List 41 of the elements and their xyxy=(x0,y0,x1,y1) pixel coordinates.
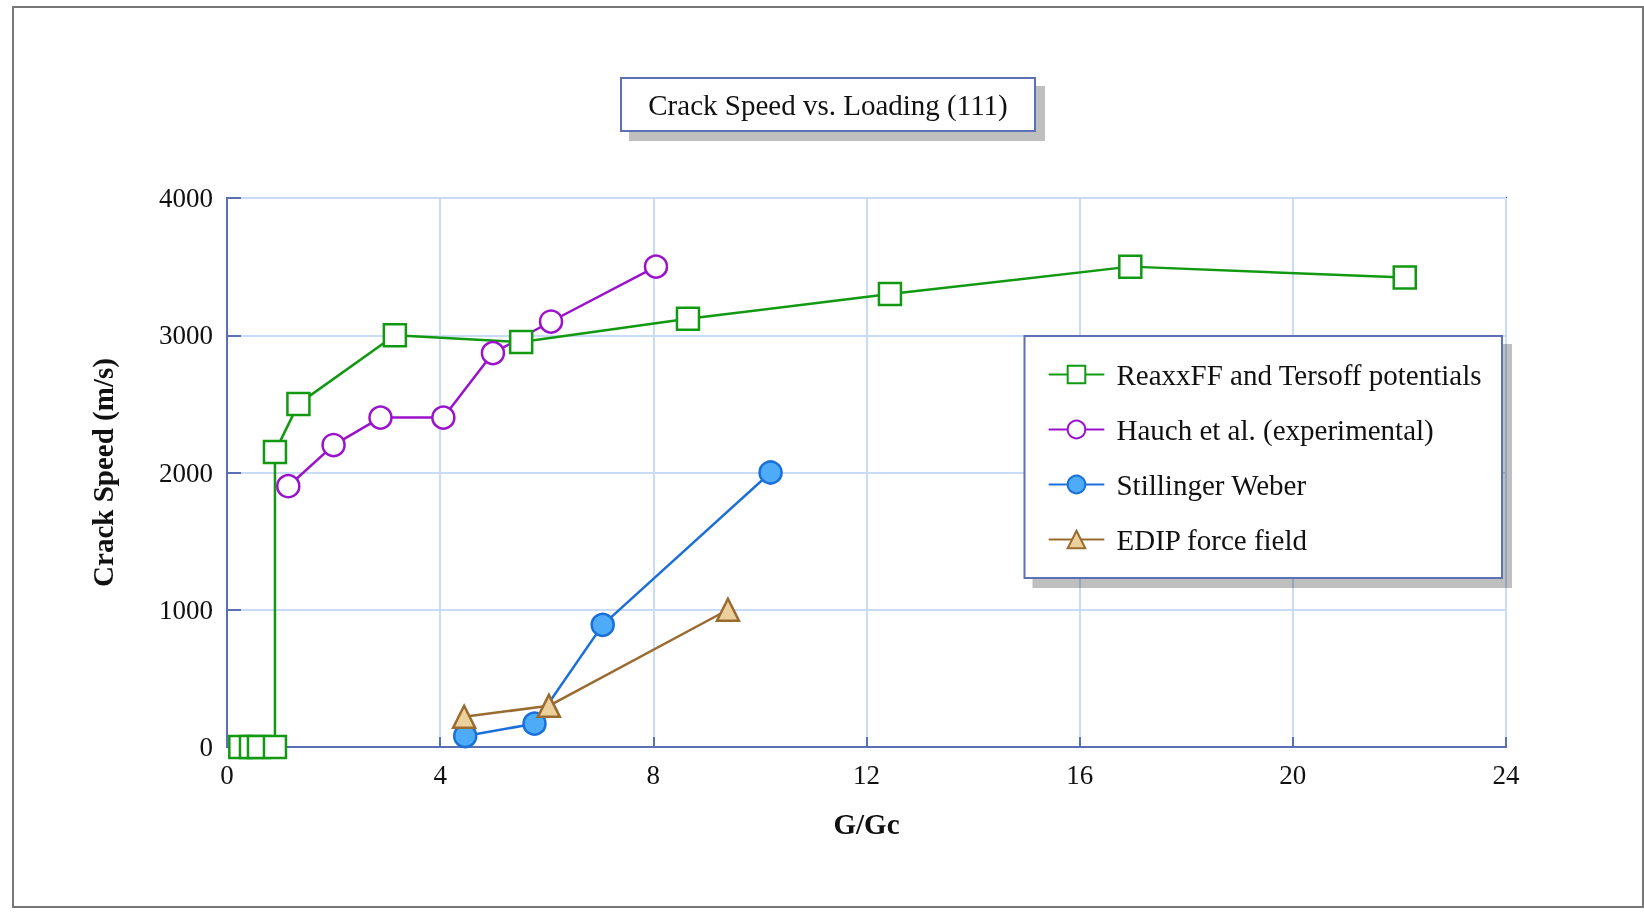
point xyxy=(1118,254,1143,279)
y-tick-label: 2000 xyxy=(159,457,213,488)
point xyxy=(675,306,701,332)
y-tick-label: 4000 xyxy=(159,183,213,213)
point xyxy=(286,391,311,417)
point xyxy=(538,309,564,334)
chart-title: Crack Speed vs. Loading (111) xyxy=(648,88,1008,122)
legend-label: ReaxxFF and Tersoff potentials xyxy=(1116,358,1482,391)
x-tick-label: 8 xyxy=(646,759,661,790)
y-tick-label: 3000 xyxy=(159,320,213,351)
y-tick-label: 0 xyxy=(199,732,213,762)
x-tick-label: 24 xyxy=(1492,759,1520,790)
point xyxy=(1392,265,1417,290)
point xyxy=(451,704,477,730)
point xyxy=(643,254,669,279)
y-axis-title: Crack Speed (m/s) xyxy=(86,358,120,587)
point xyxy=(536,693,562,719)
x-tick-label: 12 xyxy=(853,759,880,790)
x-tick-label: 0 xyxy=(220,759,234,790)
point xyxy=(590,612,615,638)
x-tick-label: 20 xyxy=(1279,759,1307,790)
point xyxy=(522,711,547,736)
point xyxy=(276,473,301,499)
point xyxy=(715,597,741,622)
point xyxy=(480,340,506,366)
legend-label: Stillinger Weber xyxy=(1116,468,1307,501)
point xyxy=(262,439,288,465)
point xyxy=(321,432,346,458)
x-axis-title: G/Gc xyxy=(833,807,900,840)
y-tick-label: 1000 xyxy=(159,594,213,625)
point xyxy=(382,323,408,348)
point xyxy=(758,460,783,485)
point xyxy=(262,734,288,760)
x-tick-label: 4 xyxy=(433,759,448,790)
legend-label: Hauch et al. (experimental) xyxy=(1116,413,1434,447)
x-tick-label: 16 xyxy=(1066,759,1094,790)
point xyxy=(877,281,903,307)
legend-label: EDIP force field xyxy=(1116,523,1308,556)
point xyxy=(431,405,456,430)
point xyxy=(368,405,393,430)
point xyxy=(508,329,534,355)
